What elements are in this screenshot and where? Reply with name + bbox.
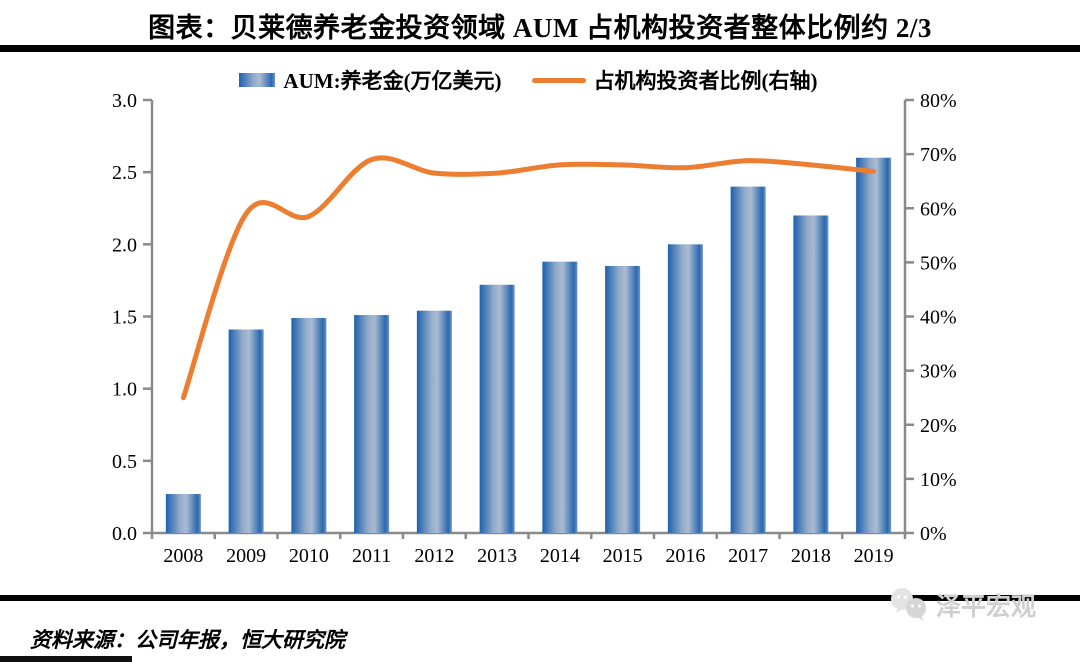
- left-axis-tick: 2.5: [112, 162, 137, 184]
- bar-series-swatch: [239, 73, 276, 87]
- brand-watermark: 泽平宏观: [888, 586, 1036, 624]
- chart-legend: AUM:养老金(万亿美元) 占机构投资者比例(右轴): [152, 64, 905, 96]
- bar-2016: [667, 244, 703, 534]
- bar-2014: [542, 261, 578, 533]
- x-axis-label-2012: 2012: [414, 545, 454, 567]
- right-axis-tick: 30%: [920, 361, 957, 383]
- ratio-line-series: [180, 155, 877, 401]
- bar-2011: [354, 315, 390, 533]
- right-axis-tick: 20%: [920, 415, 957, 437]
- left-axis-tick: 1.0: [112, 379, 137, 401]
- legend-item-aum: AUM:养老金(万亿美元): [239, 65, 502, 95]
- bar-2018: [793, 215, 829, 533]
- x-axis-label-2011: 2011: [352, 545, 391, 567]
- x-axis-label-2014: 2014: [540, 545, 580, 567]
- x-axis-label-2015: 2015: [603, 545, 643, 567]
- bar-2013: [479, 284, 515, 533]
- right-axis-tick: 70%: [920, 144, 957, 166]
- bar-2008: [165, 494, 201, 533]
- legend-item-ratio: 占机构投资者比例(右轴): [531, 65, 818, 95]
- right-axis-tick: 50%: [920, 252, 957, 274]
- wechat-icon: [891, 588, 926, 621]
- x-axis-label-2018: 2018: [791, 545, 831, 567]
- bottom-left-bar: [0, 656, 132, 662]
- bar-2017: [730, 186, 766, 533]
- left-axis-tick: 3.0: [112, 90, 137, 112]
- watermark-text: 泽平宏观: [936, 594, 1037, 621]
- line-series-swatch: [531, 77, 586, 83]
- title-divider: [0, 45, 1080, 52]
- x-axis-label-2010: 2010: [289, 545, 329, 567]
- bar-2019: [856, 157, 892, 533]
- x-axis-label-2013: 2013: [477, 545, 517, 567]
- x-axis-label-2019: 2019: [854, 545, 894, 567]
- x-axis-label-2016: 2016: [665, 545, 705, 567]
- x-axis-label-2017: 2017: [728, 545, 768, 567]
- right-axis-tick: 60%: [920, 198, 957, 220]
- legend-label-aum: AUM:养老金(万亿美元): [283, 69, 502, 93]
- bar-2009: [228, 329, 264, 533]
- left-axis-tick: 0.0: [112, 523, 137, 545]
- left-axis-tick: 2.0: [112, 234, 137, 256]
- left-axis-tick: 1.5: [112, 307, 137, 329]
- right-axis-tick: 40%: [920, 307, 957, 329]
- right-axis-tick: 0%: [920, 523, 947, 545]
- right-axis-tick: 80%: [920, 90, 957, 112]
- bar-2010: [291, 317, 327, 533]
- footer-divider: [0, 595, 1080, 601]
- source-note: 资料来源：公司年报，恒大研究院: [30, 628, 345, 652]
- left-axis-tick: 0.5: [112, 451, 137, 473]
- x-axis-label-2008: 2008: [163, 545, 203, 567]
- right-axis-tick: 10%: [920, 469, 957, 491]
- legend-label-ratio: 占机构投资者比例(右轴): [593, 69, 818, 93]
- page-title: 图表：贝莱德养老金投资领域 AUM 占机构投资者整体比例约 2/3: [148, 13, 932, 43]
- bar-2015: [605, 265, 641, 533]
- x-axis-label-2009: 2009: [226, 545, 266, 567]
- bar-2012: [416, 310, 452, 533]
